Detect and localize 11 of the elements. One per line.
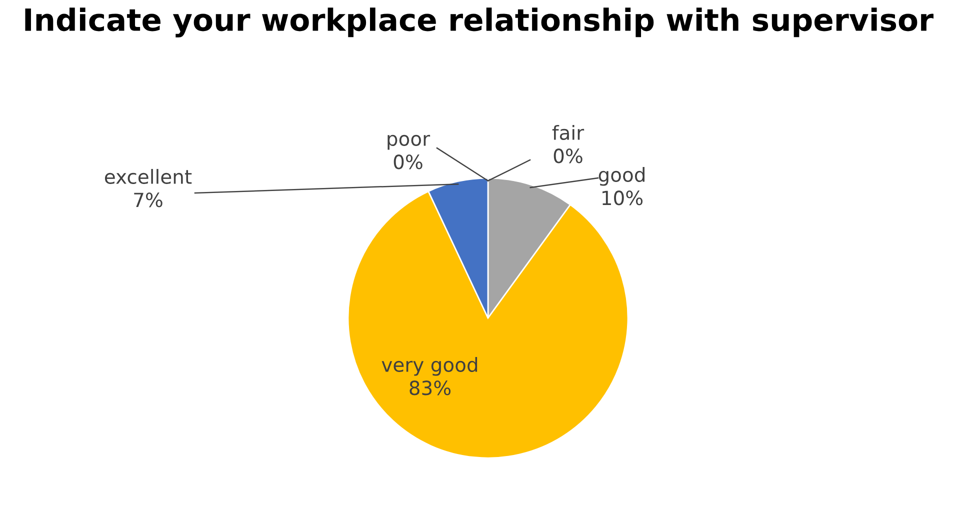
- category-label: poor: [388, 134, 430, 150]
- data-label: 10%: [602, 190, 643, 206]
- slice-label: good: [598, 166, 644, 186]
- slice-label: excellent: [104, 168, 192, 184]
- text: 0%: [554, 148, 582, 164]
- text: 0%: [394, 154, 422, 170]
- data-label: 83%: [410, 380, 451, 396]
- category-label: fair: [552, 124, 584, 140]
- chart-title: Indicate your workplace relationship with supervisor: [25, 8, 934, 38]
- data-label: 7%: [134, 192, 162, 208]
- slice-label: very good: [382, 356, 478, 376]
